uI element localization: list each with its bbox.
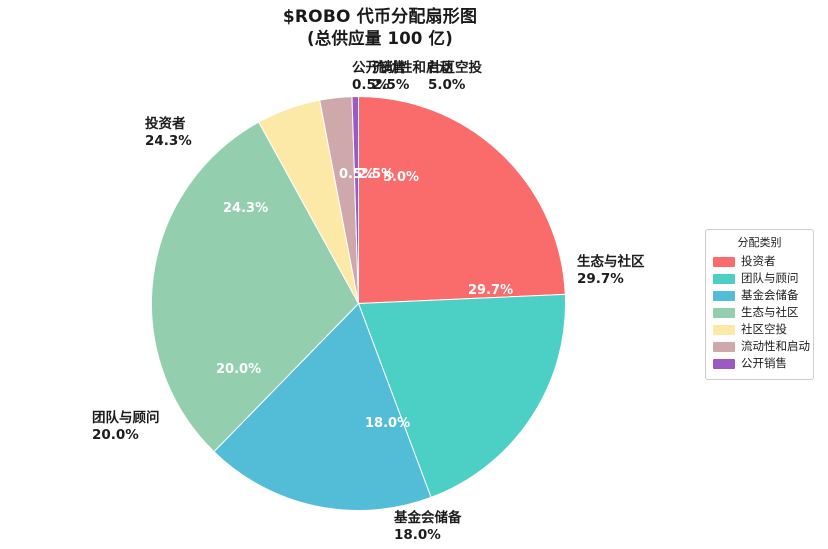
legend-item[interactable]: 公开销售 [713,355,806,372]
pie-label-foundation-pct: 18.0% [394,527,441,543]
pie-label-ecosystem: 生态与社区 29.7% [577,254,645,288]
pie-label-airdrop-name: 社区空投 [428,60,482,76]
pie-pct-airdrop: 5.0% [383,170,420,185]
pie-label-airdrop: 社区空投 5.0% [428,60,482,94]
pie-label-liquidity: 流动性和启动 2.5% [372,60,453,94]
legend-color-swatch [713,290,735,301]
legend-item-label: 基金会储备 [741,288,799,302]
pie-wedge [357,293,566,499]
legend-items: 投资者团队与顾问基金会储备生态与社区社区空投流动性和启动 公开销售 [713,253,810,372]
legend-color-swatch [713,358,735,369]
pie-label-liquidity-pct: 2.5% [372,77,410,93]
legend-item-label: 团队与顾问 [741,271,799,285]
legend-title: 分配类别 [737,236,782,249]
legend-item-label: 流动性和启动 [741,339,810,353]
pie-pct-ecosystem: 29.7% [468,283,514,298]
pie-label-public-sale-pct: 0.5% [352,77,390,93]
chart-title-line-2: (总供应量 100 亿) [307,29,453,48]
pie-label-investors-pct: 24.3% [145,133,192,149]
pie-label-investors-name: 投资者 [145,116,186,132]
legend-color-swatch [713,256,735,267]
legend-item[interactable]: 团队与顾问 [713,270,806,287]
pie-wedge [151,121,360,453]
pie-label-foundation: 基金会储备 18.0% [394,510,462,544]
legend-color-swatch [713,324,735,335]
legend-item[interactable]: 基金会储备 [713,287,806,304]
legend-item[interactable]: 投资者 [713,253,806,270]
pie-wedge [358,95,566,305]
legend-item-label: 投资者 [741,254,776,268]
pie-pct-liquidity: 2.5% [358,167,395,182]
pie-label-team-pct: 20.0% [92,427,139,443]
legend-item[interactable]: 生态与社区 [713,304,806,321]
pie-wedge [351,95,359,304]
legend-item-label: 社区空投 [741,322,787,336]
legend-item[interactable]: 社区空投 [713,321,806,338]
pie-label-investors: 投资者 24.3% [145,116,192,150]
pie-label-liquidity-name: 流动性和启动 [372,60,453,76]
pie-label-team: 团队与顾问 20.0% [92,410,160,444]
legend: 分配类别 投资者团队与顾问基金会储备生态与社区社区空投流动性和启动 公开销售 [705,229,814,380]
legend-item-label: 公开销售 [741,356,787,370]
pie-label-team-name: 团队与顾问 [92,410,160,426]
legend-color-swatch [713,273,735,284]
legend-color-swatch [713,307,735,318]
pie-label-foundation-name: 基金会储备 [394,510,462,526]
pie-label-public-sale-name: 公开销售 [352,60,406,76]
pie-pct-public-sale: 0.5% [339,167,376,182]
pie-pct-foundation: 18.0% [365,416,411,431]
pie-pct-investors: 24.3% [223,201,269,216]
chart-title: $ROBO 代币分配扇形图 (总供应量 100 亿) [0,6,760,50]
pie-wedge [213,302,432,511]
pie-pct-team: 20.0% [216,362,262,377]
legend-item[interactable]: 流动性和启动 [713,338,810,355]
legend-item-label: 生态与社区 [741,305,799,319]
pie-wedges [151,95,566,511]
pie-label-airdrop-pct: 5.0% [428,77,466,93]
chart-title-line-1: $ROBO 代币分配扇形图 [282,7,478,27]
pie-label-public-sale: 公开销售 0.5% [352,60,406,94]
pie-label-ecosystem-name: 生态与社区 [577,254,645,270]
pie-label-ecosystem-pct: 29.7% [577,271,624,287]
legend-color-swatch [713,341,735,352]
